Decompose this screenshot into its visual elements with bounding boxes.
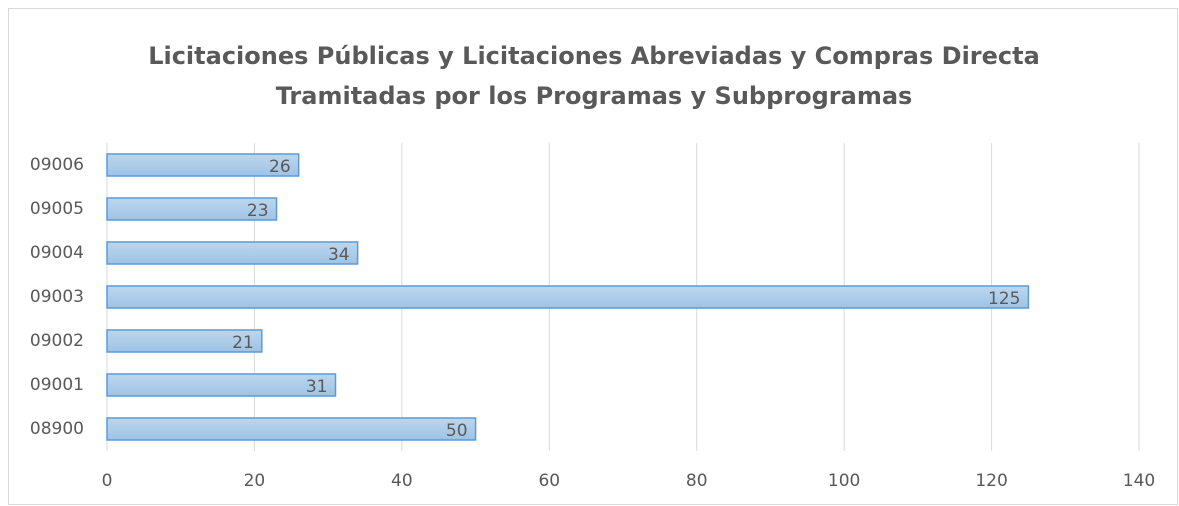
- y-tick-label: 09005: [30, 199, 84, 219]
- x-tick-label: 140: [1123, 471, 1155, 491]
- y-tick-label: 08900: [30, 419, 84, 439]
- chart-frame: [8, 8, 1178, 505]
- data-label: 21: [232, 333, 254, 353]
- chart-title: Licitaciones Públicas y Licitaciones Abr…: [148, 42, 1040, 70]
- data-label: 50: [446, 421, 468, 441]
- data-label: 31: [306, 377, 328, 397]
- x-tick-label: 20: [244, 471, 266, 491]
- y-tick-label: 09001: [30, 375, 84, 395]
- x-tick-label: 0: [102, 471, 113, 491]
- y-tick-label: 09003: [30, 287, 84, 307]
- data-label: 26: [269, 157, 291, 177]
- y-tick-label: 09004: [30, 243, 84, 263]
- bar: [106, 241, 359, 265]
- bar: [106, 153, 300, 177]
- data-label: 125: [988, 289, 1020, 309]
- y-tick-label: 09002: [30, 331, 84, 351]
- bar: [106, 373, 337, 397]
- x-tick-label: 120: [975, 471, 1007, 491]
- bar: [106, 285, 1030, 309]
- bar: [106, 417, 477, 441]
- y-tick-label: 09006: [30, 155, 84, 175]
- x-tick-label: 100: [828, 471, 860, 491]
- x-tick-label: 80: [686, 471, 708, 491]
- bar: [106, 329, 263, 353]
- x-tick-label: 60: [538, 471, 560, 491]
- chart-title: Tramitadas por los Programas y Subprogra…: [276, 82, 913, 110]
- x-tick-label: 40: [391, 471, 413, 491]
- bar: [106, 197, 278, 221]
- data-label: 23: [247, 201, 269, 221]
- data-label: 34: [328, 245, 350, 265]
